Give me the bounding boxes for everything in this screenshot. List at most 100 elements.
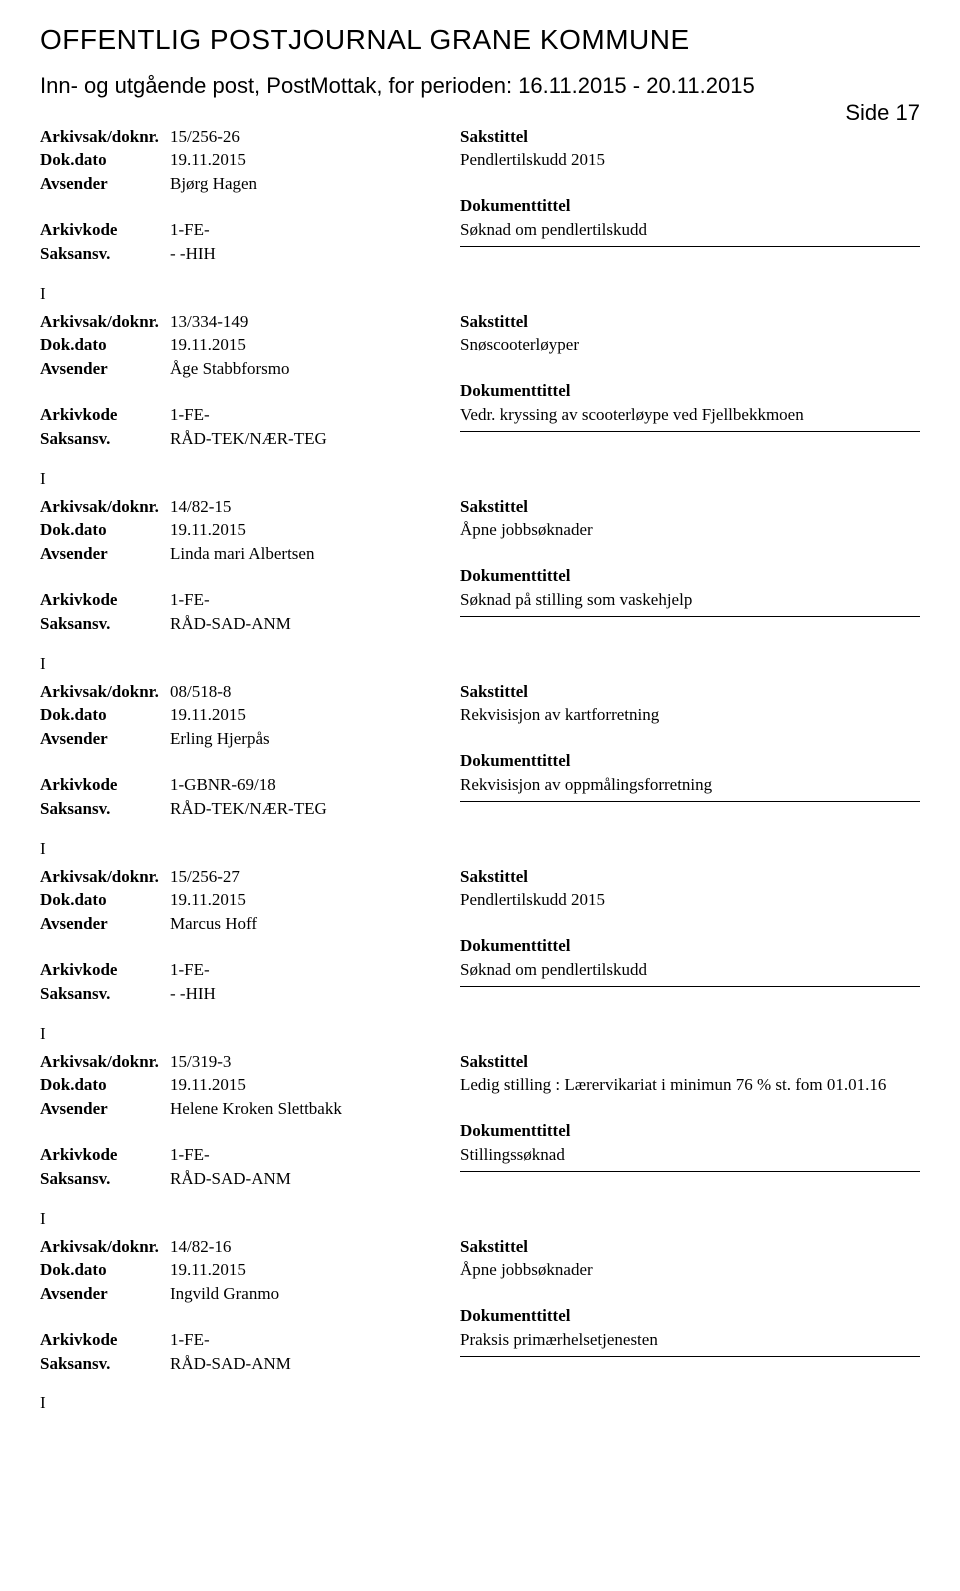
sakstittel-value: Rekvisisjon av kartforretning xyxy=(460,705,659,724)
arkivkode-label: Arkivkode xyxy=(40,1143,170,1167)
journal-entry: Arkivsak/doknr.15/256-27Dok.dato19.11.20… xyxy=(40,865,920,1006)
dokumenttittel-value: Søknad på stilling som vaskehjelp xyxy=(460,590,692,609)
entry-divider xyxy=(460,431,920,432)
arkivkode-value: 1-FE- xyxy=(170,588,460,612)
sakstittel-value: Ledig stilling : Lærervikariat i minimun… xyxy=(460,1075,886,1094)
saksansv-value: RÅD-TEK/NÆR-TEG xyxy=(170,797,460,821)
journal-entry: Arkivsak/doknr.14/82-16Dok.dato19.11.201… xyxy=(40,1235,920,1376)
dokdato-label: Dok.dato xyxy=(40,888,170,912)
dokumenttittel-label: Dokumenttittel xyxy=(460,751,570,770)
arkivkode-value: 1-GBNR-69/18 xyxy=(170,773,460,797)
arkivsak-label: Arkivsak/doknr. xyxy=(40,1050,170,1074)
entry-divider xyxy=(460,1171,920,1172)
sakstittel-label: Sakstittel xyxy=(460,682,528,701)
dokdato-value: 19.11.2015 xyxy=(170,703,460,727)
arkivsak-value: 14/82-15 xyxy=(170,495,460,519)
arkivsak-value: 13/334-149 xyxy=(170,310,460,334)
saksansv-label: Saksansv. xyxy=(40,1167,170,1191)
saksansv-label: Saksansv. xyxy=(40,427,170,451)
arkivsak-label: Arkivsak/doknr. xyxy=(40,495,170,519)
arkivkode-label: Arkivkode xyxy=(40,1328,170,1352)
incoming-marker: I xyxy=(40,469,920,489)
dokdato-label: Dok.dato xyxy=(40,148,170,172)
saksansv-label: Saksansv. xyxy=(40,1352,170,1376)
incoming-marker: I xyxy=(40,654,920,674)
arkivsak-value: 14/82-16 xyxy=(170,1235,460,1259)
arkivkode-label: Arkivkode xyxy=(40,218,170,242)
journal-entry: Arkivsak/doknr.15/256-26Dok.dato19.11.20… xyxy=(40,125,920,266)
dokumenttittel-label: Dokumenttittel xyxy=(460,566,570,585)
dokumenttittel-value: Praksis primærhelsetjenesten xyxy=(460,1330,658,1349)
dokdato-value: 19.11.2015 xyxy=(170,148,460,172)
dokumenttittel-value: Rekvisisjon av oppmålingsforretning xyxy=(460,775,712,794)
saksansv-value: - -HIH xyxy=(170,242,460,266)
sakstittel-value: Åpne jobbsøknader xyxy=(460,520,593,539)
dokdato-value: 19.11.2015 xyxy=(170,888,460,912)
sakstittel-label: Sakstittel xyxy=(460,1052,528,1071)
sakstittel-value: Pendlertilskudd 2015 xyxy=(460,150,605,169)
dokumenttittel-label: Dokumenttittel xyxy=(460,936,570,955)
dokumenttittel-value: Søknad om pendlertilskudd xyxy=(460,220,647,239)
dokumenttittel-label: Dokumenttittel xyxy=(460,1121,570,1140)
arkivsak-value: 15/256-26 xyxy=(170,125,460,149)
avsender-value: Bjørg Hagen xyxy=(170,172,460,196)
avsender-label: Avsender xyxy=(40,172,170,196)
avsender-label: Avsender xyxy=(40,1097,170,1121)
entry-divider xyxy=(460,986,920,987)
avsender-label: Avsender xyxy=(40,912,170,936)
sakstittel-label: Sakstittel xyxy=(460,1237,528,1256)
saksansv-value: RÅD-TEK/NÆR-TEG xyxy=(170,427,460,451)
avsender-label: Avsender xyxy=(40,542,170,566)
avsender-label: Avsender xyxy=(40,357,170,381)
dokdato-value: 19.11.2015 xyxy=(170,1258,460,1282)
entry-divider xyxy=(460,246,920,247)
sakstittel-value: Snøscooterløyper xyxy=(460,335,579,354)
arkivsak-value: 08/518-8 xyxy=(170,680,460,704)
main-title: OFFENTLIG POSTJOURNAL GRANE KOMMUNE xyxy=(40,24,920,56)
arkivsak-label: Arkivsak/doknr. xyxy=(40,310,170,334)
dokdato-label: Dok.dato xyxy=(40,1258,170,1282)
dokdato-label: Dok.dato xyxy=(40,703,170,727)
arkivkode-label: Arkivkode xyxy=(40,773,170,797)
incoming-marker: I xyxy=(40,1393,920,1413)
sakstittel-value: Pendlertilskudd 2015 xyxy=(460,890,605,909)
dokumenttittel-value: Stillingssøknad xyxy=(460,1145,565,1164)
avsender-value: Erling Hjerpås xyxy=(170,727,460,751)
arkivkode-value: 1-FE- xyxy=(170,218,460,242)
arkivsak-label: Arkivsak/doknr. xyxy=(40,680,170,704)
arkivkode-value: 1-FE- xyxy=(170,1143,460,1167)
avsender-label: Avsender xyxy=(40,727,170,751)
saksansv-value: RÅD-SAD-ANM xyxy=(170,1352,460,1376)
avsender-value: Marcus Hoff xyxy=(170,912,460,936)
arkivkode-value: 1-FE- xyxy=(170,403,460,427)
sakstittel-label: Sakstittel xyxy=(460,312,528,331)
entry-divider xyxy=(460,1356,920,1357)
dokumenttittel-label: Dokumenttittel xyxy=(460,1306,570,1325)
dokdato-value: 19.11.2015 xyxy=(170,333,460,357)
arkivsak-label: Arkivsak/doknr. xyxy=(40,125,170,149)
dokumenttittel-value: Vedr. kryssing av scooterløype ved Fjell… xyxy=(460,405,804,424)
dokumenttittel-label: Dokumenttittel xyxy=(460,196,570,215)
saksansv-value: RÅD-SAD-ANM xyxy=(170,1167,460,1191)
avsender-label: Avsender xyxy=(40,1282,170,1306)
saksansv-label: Saksansv. xyxy=(40,982,170,1006)
avsender-value: Linda mari Albertsen xyxy=(170,542,460,566)
arkivsak-label: Arkivsak/doknr. xyxy=(40,1235,170,1259)
incoming-marker: I xyxy=(40,1024,920,1044)
journal-entry: Arkivsak/doknr.14/82-15Dok.dato19.11.201… xyxy=(40,495,920,636)
arkivkode-value: 1-FE- xyxy=(170,958,460,982)
saksansv-value: RÅD-SAD-ANM xyxy=(170,612,460,636)
arkivkode-label: Arkivkode xyxy=(40,588,170,612)
journal-entry: Arkivsak/doknr.13/334-149Dok.dato19.11.2… xyxy=(40,310,920,451)
avsender-value: Åge Stabbforsmo xyxy=(170,357,460,381)
sakstittel-label: Sakstittel xyxy=(460,127,528,146)
dokdato-label: Dok.dato xyxy=(40,333,170,357)
saksansv-label: Saksansv. xyxy=(40,242,170,266)
journal-entry: Arkivsak/doknr.15/319-3Dok.dato19.11.201… xyxy=(40,1050,920,1191)
entry-divider xyxy=(460,616,920,617)
arkivsak-value: 15/256-27 xyxy=(170,865,460,889)
saksansv-label: Saksansv. xyxy=(40,797,170,821)
sakstittel-label: Sakstittel xyxy=(460,867,528,886)
arkivsak-value: 15/319-3 xyxy=(170,1050,460,1074)
sakstittel-value: Åpne jobbsøknader xyxy=(460,1260,593,1279)
